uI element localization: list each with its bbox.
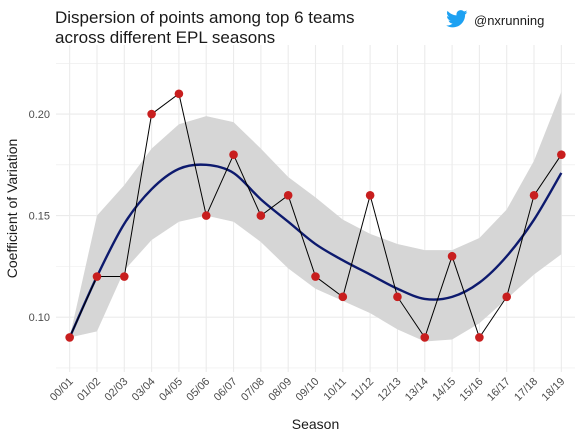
y-tick-labels: 0.10 0.15 0.20 [29,109,50,324]
data-point-07-08 [256,211,266,220]
data-point-15-16 [475,333,484,342]
data-point-00-01 [65,333,74,342]
data-point-04-05 [174,89,184,99]
x-tick-label: 10/11 [322,376,349,403]
data-point-14-15 [447,251,457,261]
data-point-08-09 [283,190,293,200]
x-tick-label: 13/14 [403,376,431,404]
chart-title-line-1: Dispersion of points among top 6 teams [55,8,355,27]
x-tick-label: 16/17 [485,376,513,404]
y-tick-label: 0.20 [29,109,50,121]
x-tick-label: 05/06 [184,376,212,404]
chart-title-line-2: across different EPL seasons [55,28,276,47]
x-tick-label: 14/15 [430,376,458,404]
data-point-12-13 [393,292,402,302]
y-tick-label: 0.10 [29,312,50,324]
y-axis-title: Coefficient of Variation [4,139,20,279]
x-tick-label: 15/16 [458,376,486,404]
x-tick-label: 17/18 [512,376,540,404]
data-point-03-04 [147,109,156,119]
data-point-18-19 [557,150,566,159]
x-tick-label: 09/10 [294,376,322,404]
x-tick-label: 01/02 [75,376,103,404]
data-point-09-10 [311,272,320,281]
x-tick-label: 18/19 [540,376,568,404]
x-tick-label: 03/04 [130,376,158,404]
x-tick-label: 02/03 [102,376,130,404]
trend-line [68,163,563,338]
data-point-13-14 [420,333,430,342]
x-tick-label: 00/01 [48,376,76,404]
x-axis-title: Season [292,416,339,432]
x-tick-label: 04/05 [157,376,185,404]
twitter-handle[interactable]: @nxrunning [446,10,544,31]
data-point-02-03 [119,272,129,281]
twitter-handle-text: @nxrunning [474,13,545,28]
chart-title: Dispersion of points among top 6 teams a… [55,8,355,48]
twitter-bird-icon [446,10,468,31]
x-tick-labels: 00/01 01/02 02/03 03/04 04/05 05/06 06/07 07/08… [48,376,568,404]
data-point-06-07 [229,150,238,159]
data-point-01-02 [92,272,102,281]
x-tick-label: 08/09 [266,376,294,404]
x-tick-label: 07/08 [239,376,267,404]
data-point-05-06 [201,211,211,220]
x-tick-label: 12/13 [376,376,404,404]
x-tick-label: 11/12 [349,376,376,403]
data-point-11-12 [365,190,375,200]
data-point-10-11 [338,292,348,302]
x-tick-label: 06/07 [212,376,240,404]
y-tick-label: 0.15 [29,211,50,223]
data-point-16-17 [502,292,512,302]
data-points [65,89,566,342]
data-point-17-18 [529,190,539,200]
